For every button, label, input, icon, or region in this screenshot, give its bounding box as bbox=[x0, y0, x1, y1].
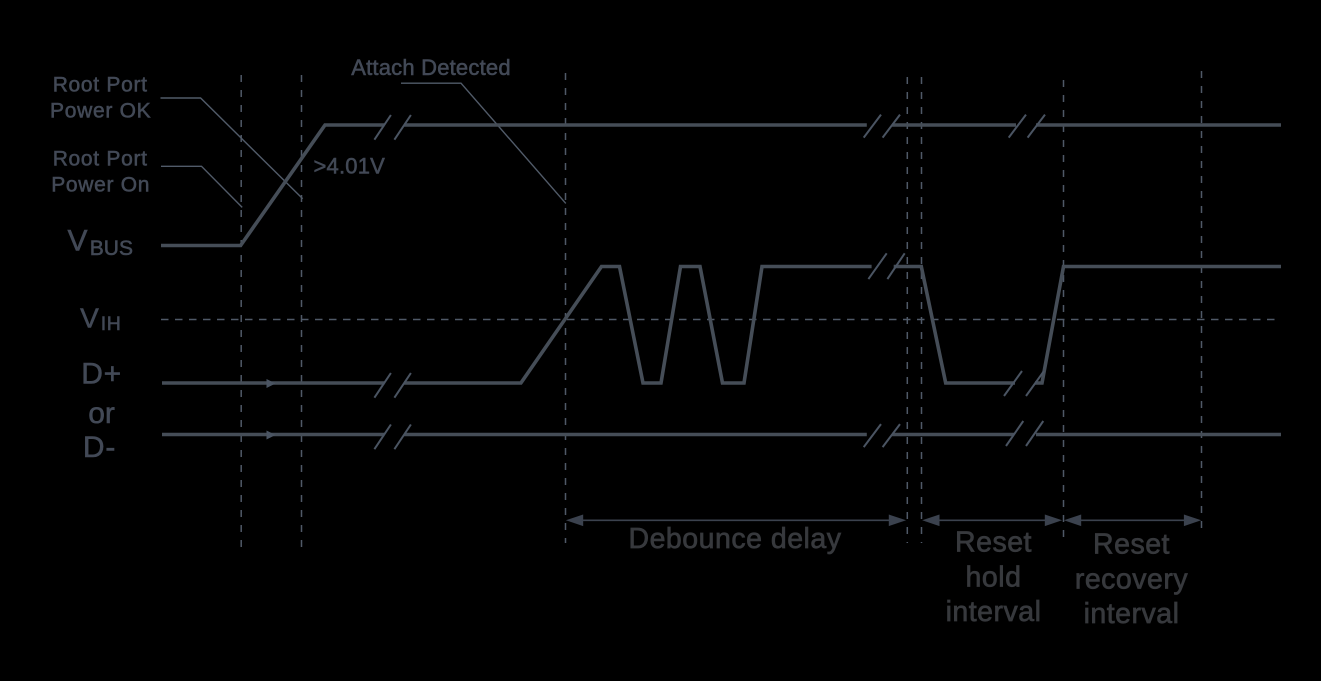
svg-text:>4.01V: >4.01V bbox=[314, 154, 386, 179]
svg-text:interval: interval bbox=[1084, 598, 1180, 630]
svg-text:or: or bbox=[88, 397, 115, 430]
svg-text:IH: IH bbox=[101, 313, 122, 335]
svg-text:recovery: recovery bbox=[1075, 563, 1189, 595]
svg-text:Reset: Reset bbox=[1093, 529, 1170, 561]
svg-text:D-: D- bbox=[83, 431, 116, 464]
svg-text:Debounce delay: Debounce delay bbox=[629, 523, 842, 555]
svg-text:V: V bbox=[80, 303, 99, 334]
svg-text:V: V bbox=[68, 224, 88, 257]
svg-text:interval: interval bbox=[946, 596, 1042, 628]
svg-text:Power OK: Power OK bbox=[50, 100, 151, 123]
svg-text:BUS: BUS bbox=[90, 237, 133, 260]
svg-text:hold: hold bbox=[966, 562, 1022, 594]
svg-text:D+: D+ bbox=[81, 358, 122, 391]
svg-text:Attach Detected: Attach Detected bbox=[351, 55, 511, 80]
svg-text:Reset: Reset bbox=[955, 527, 1032, 559]
svg-text:Root Port: Root Port bbox=[53, 74, 148, 97]
svg-text:Root Port: Root Port bbox=[53, 147, 148, 170]
svg-text:Power On: Power On bbox=[51, 173, 150, 196]
